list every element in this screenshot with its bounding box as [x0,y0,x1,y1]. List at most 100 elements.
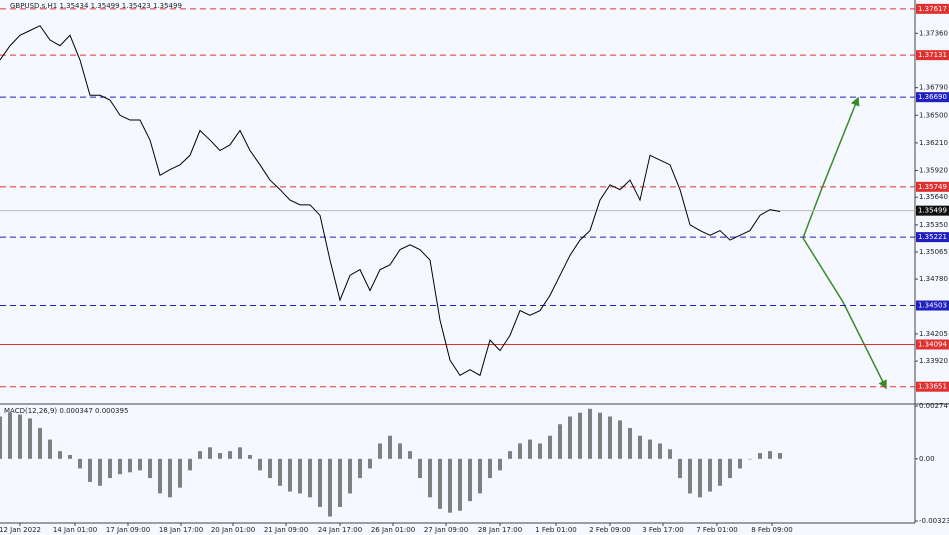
macd-bar [378,443,382,459]
macd-bar [68,454,72,459]
macd-bar [608,416,612,459]
macd-bar [498,458,502,471]
level-badge [916,3,949,14]
macd-bar [468,458,472,502]
macd-bar [8,412,12,459]
macd-bar [288,458,292,492]
macd-bar [458,458,462,511]
y-tick-label: 1.36500 [919,111,948,119]
current-price-badge [916,205,949,216]
macd-bar [548,435,552,459]
macd-bar [428,458,432,498]
y-tick-label: 1.35920 [919,167,948,175]
level-label: 1.35749 [918,183,947,191]
macd-bar [778,453,782,459]
macd-bar [398,443,402,459]
macd-bar [208,447,212,459]
macd-bar [478,458,482,494]
macd-bar [558,424,562,459]
macd-bar [78,458,82,469]
level-badge [916,181,949,192]
macd-bar [768,451,772,459]
y-tick-label: 1.35640 [919,193,948,201]
macd-bar [48,439,52,459]
macd-bar [98,458,102,486]
level-badge [916,381,949,392]
macd-bar [228,451,232,459]
level-label: 1.36690 [918,93,947,101]
macd-bar [538,443,542,459]
y-tick-label: 1.33920 [919,357,948,365]
x-tick-label: 28 Jan 17:00 [478,526,522,534]
macd-bar [618,420,622,459]
macd-bar [758,453,762,459]
level-label: 1.35221 [918,233,947,241]
macd-bar [598,412,602,459]
x-tick-label: 3 Feb 17:00 [642,526,683,534]
macd-bar [678,458,682,479]
x-tick-label: 18 Jan 17:00 [159,526,203,534]
y-tick-label: 1.36210 [919,139,948,147]
macd-bar [628,428,632,459]
macd-bar [728,458,732,479]
indicator-title: MACD(12,26,9) 0.000347 0.000395 [4,407,128,415]
macd-bar [738,458,742,469]
x-tick-label: 26 Jan 01:00 [371,526,415,534]
macd-bar [128,458,132,473]
x-tick-label: 20 Jan 01:00 [211,526,255,534]
y-tick-label: -0.003232 [919,517,949,525]
macd-bar [58,451,62,459]
macd-bar [148,458,152,479]
macd-bar [418,458,422,479]
macd-bar [698,458,702,498]
x-tick-label: 2 Feb 09:00 [589,526,630,534]
x-tick-label: 21 Jan 09:00 [264,526,308,534]
macd-bar [168,458,172,498]
macd-bar [158,458,162,494]
y-tick-label: 1.36790 [919,84,948,92]
macd-bar [348,458,352,494]
macd-bar [238,447,242,459]
macd-bar [708,458,712,492]
macd-bar [748,458,752,460]
level-badge [916,50,949,61]
macd-bar [568,416,572,459]
macd-bar [688,458,692,494]
macd-bar [668,449,672,459]
forecast-arrow-down [802,237,887,390]
macd-bar [648,439,652,459]
macd-bar [88,458,92,482]
macd-bar [28,418,32,459]
macd-bar [248,454,252,459]
y-tick-label: 1.35350 [919,221,948,229]
level-badge [916,92,949,103]
chart-title: GBPUSD.s,H1 1.35434 1.35499 1.35423 1.35… [10,2,182,10]
macd-bar [368,458,372,469]
macd-bar [318,458,322,507]
macd-bar [338,458,342,507]
level-label: 1.34094 [918,341,947,349]
x-tick-label: 12 Jan 2022 [0,526,41,534]
level-badge [916,339,949,350]
level-badge [916,300,949,311]
forecast-arrow-up [802,96,860,239]
macd-bar [278,458,282,486]
x-tick-label: 24 Jan 17:00 [318,526,362,534]
x-tick-label: 1 Feb 01:00 [535,526,576,534]
y-tick-label: 0.00 [919,455,935,463]
macd-bar [588,408,592,459]
macd-bar [718,458,722,486]
y-tick-label: 0.002747 [919,402,949,410]
macd-bar [328,458,332,517]
macd-bar [518,443,522,459]
macd-bar [188,458,192,471]
price-line [0,25,781,377]
macd-bar [528,439,532,459]
macd-bar [198,451,202,459]
macd-bar [268,458,272,479]
y-tick-label: 1.35065 [919,248,948,256]
macd-bar [258,458,262,471]
macd-bar [448,458,452,513]
x-tick-label: 27 Jan 09:00 [424,526,468,534]
